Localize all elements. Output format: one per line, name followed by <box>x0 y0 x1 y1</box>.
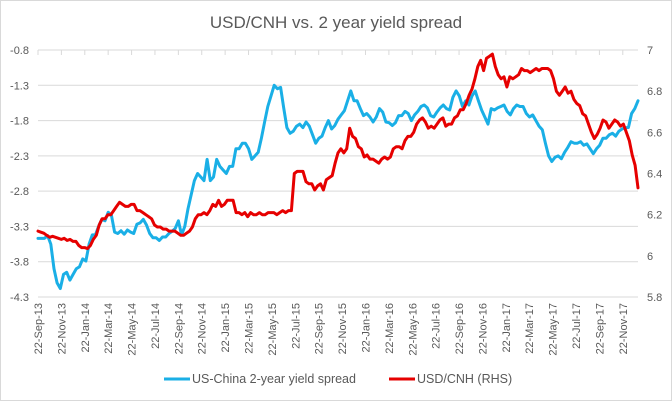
gridlines <box>38 49 638 298</box>
x-tick-label: 22-Nov-17 <box>618 303 630 354</box>
y-right-tick-label: 5.8 <box>647 292 662 304</box>
x-tick-label: 22-May-14 <box>127 303 139 356</box>
x-tick-label: 22-Jul-14 <box>150 303 162 349</box>
x-tick-label: 22-Jan-17 <box>501 303 513 353</box>
x-tick-label: 22-Jul-16 <box>431 303 443 349</box>
y-axis-left: -0.8 -1.3 -1.8 -2.3 -2.8 -3.3 -3.8 -4.3 <box>10 45 29 304</box>
x-tick-label: 22-Mar-14 <box>103 303 115 354</box>
x-tick-label: 22-Nov-13 <box>56 303 68 354</box>
x-tick-label: 22-Sep-16 <box>454 303 466 354</box>
y-right-tick-label: 6.8 <box>647 86 662 98</box>
series-lines <box>36 52 640 290</box>
chart-title: USD/CNH vs. 2 year yield spread <box>210 13 462 32</box>
y-right-tick-label: 6.2 <box>647 210 662 222</box>
series-line-yield-spread <box>36 83 640 290</box>
y-left-tick-label: -3.8 <box>10 257 29 269</box>
x-tick-label: 22-Sep-15 <box>314 303 326 354</box>
x-tick-label: 22-Jan-14 <box>80 303 92 353</box>
x-tick-label: 22-Mar-17 <box>524 303 536 354</box>
series-line-usdcnh <box>36 52 640 251</box>
x-tick-label: 22-Jul-17 <box>571 303 583 349</box>
y-right-tick-label: 6 <box>647 251 653 263</box>
y-right-tick-label: 6.4 <box>647 169 662 181</box>
x-tick-label: 22-Sep-13 <box>33 303 45 354</box>
x-tick-label: 22-Mar-15 <box>244 303 256 354</box>
y-left-tick-label: -2.3 <box>10 151 29 163</box>
x-tick-label: 22-May-16 <box>407 303 419 356</box>
x-tick-label: 22-May-17 <box>548 303 560 356</box>
x-tick-label: 22-Jan-16 <box>360 303 372 353</box>
x-tick-label: 22-Nov-16 <box>477 303 489 354</box>
y-axis-right: 7 6.8 6.6 6.4 6.2 6 5.8 <box>647 45 662 304</box>
y-left-tick-label: -4.3 <box>10 292 29 304</box>
legend: US-China 2-year yield spread USD/CNH (RH… <box>164 372 512 386</box>
y-left-tick-label: -2.8 <box>10 186 29 198</box>
y-right-tick-label: 7 <box>647 45 653 57</box>
x-axis: 22-Sep-13 22-Nov-13 22-Jan-14 22-Mar-14 22-M… <box>33 50 630 356</box>
x-tick-label: 22-May-15 <box>267 303 279 356</box>
y-right-tick-label: 6.6 <box>647 127 662 139</box>
x-tick-label: 22-Jul-15 <box>290 303 302 349</box>
x-tick-label: 22-Sep-17 <box>594 303 606 354</box>
x-tick-label: 22-Nov-15 <box>337 303 349 354</box>
y-left-tick-label: -1.3 <box>10 80 29 92</box>
x-tick-label: 22-Mar-16 <box>384 303 396 354</box>
y-left-tick-label: -1.8 <box>10 116 29 128</box>
x-tick-label: 22-Jan-15 <box>220 303 232 353</box>
y-left-tick-label: -3.3 <box>10 221 29 233</box>
y-left-tick-label: -0.8 <box>10 45 29 57</box>
legend-label-yield-spread: US-China 2-year yield spread <box>192 372 356 386</box>
x-tick-label: 22-Sep-14 <box>173 303 185 354</box>
legend-label-usdcnh: USD/CNH (RHS) <box>417 372 512 386</box>
x-tick-label: 22-Nov-14 <box>197 303 209 354</box>
